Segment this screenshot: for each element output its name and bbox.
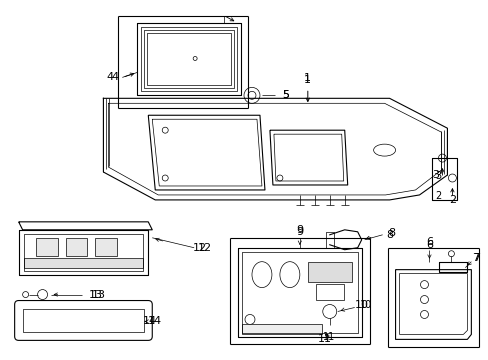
Text: 7: 7 [471,253,478,263]
Text: 5: 5 [282,90,289,100]
Text: 12: 12 [193,243,207,253]
Text: 8: 8 [385,230,392,240]
Text: 14: 14 [143,316,157,327]
Bar [95,238,117,256]
Text: 7: 7 [472,253,480,263]
Text: 5: 5 [282,90,289,100]
Text: 13: 13 [91,289,105,300]
Text: 11: 11 [317,334,331,345]
Bar [315,284,343,300]
Text: 6: 6 [425,237,432,247]
Text: 8: 8 [387,228,394,238]
Text: 9: 9 [296,227,303,237]
Bar [242,324,321,334]
Bar [36,238,58,256]
Bar [65,238,87,256]
Text: 6: 6 [425,240,432,250]
Text: 12: 12 [198,243,212,253]
Text: 10: 10 [359,300,371,310]
Text: 1: 1 [304,73,311,84]
Text: 4: 4 [106,72,114,82]
Text: 9: 9 [296,225,303,235]
Text: 13: 13 [88,289,102,300]
Text: 2: 2 [448,195,455,205]
Text: 14: 14 [148,316,162,327]
Bar [23,258,143,268]
Bar [307,262,351,282]
Text: 11: 11 [322,332,334,342]
Text: 10: 10 [354,300,368,310]
Text: 3: 3 [431,170,438,180]
Text: 3: 3 [435,171,441,181]
Text: 1: 1 [304,75,311,85]
Text: 4: 4 [112,72,119,82]
Text: 2: 2 [435,191,441,201]
